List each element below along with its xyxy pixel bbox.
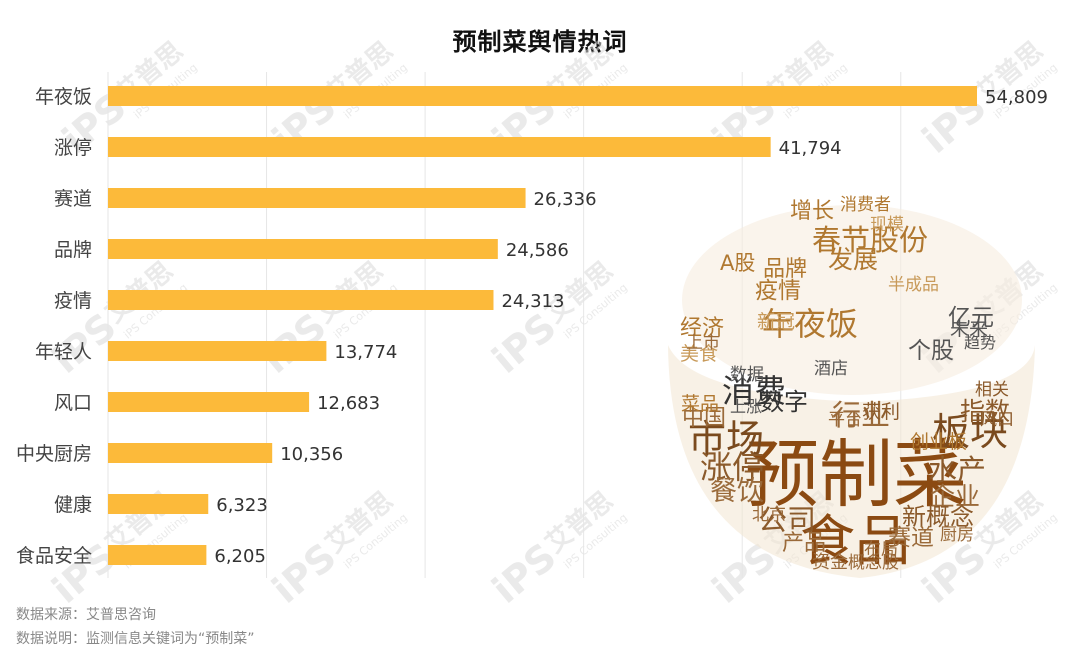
bar bbox=[108, 86, 977, 106]
category-label: 年轻人 bbox=[35, 341, 92, 363]
cloud-word: 获利 bbox=[862, 401, 900, 423]
cloud-word: 消费者 bbox=[840, 195, 891, 215]
value-label: 54,809 bbox=[985, 87, 1048, 108]
bar bbox=[108, 545, 207, 565]
category-label: 品牌 bbox=[54, 239, 92, 261]
chart-title: 预制菜舆情热词 bbox=[452, 28, 628, 56]
category-label: 中央厨房 bbox=[16, 443, 92, 465]
value-label: 13,774 bbox=[334, 342, 397, 363]
cloud-word: 新概念 bbox=[902, 503, 974, 531]
cloud-word: 疫情 bbox=[755, 278, 801, 304]
bar bbox=[108, 290, 494, 310]
bar bbox=[108, 239, 498, 259]
cloud-word: 北京 bbox=[752, 505, 786, 525]
value-label: 24,586 bbox=[506, 240, 569, 261]
cloud-word: 企业 bbox=[930, 482, 980, 511]
cloud-word: 美食 bbox=[680, 343, 718, 365]
cloud-word: 板块 bbox=[932, 410, 1008, 454]
cloud-word: 亿元 bbox=[948, 305, 994, 331]
cloud-word: 餐饮 bbox=[710, 476, 764, 507]
cloud-word: 创业板 bbox=[910, 431, 967, 453]
cloud-word: 上涨 bbox=[730, 397, 762, 416]
value-label: 10,356 bbox=[280, 444, 343, 465]
footer-note: 数据说明：监测信息关键词为“预制菜” bbox=[16, 631, 255, 647]
cloud-dome-shape bbox=[682, 205, 1022, 395]
cloud-word: A股 bbox=[720, 251, 755, 275]
cloud-word: 市场 bbox=[688, 417, 764, 461]
category-label: 年夜饭 bbox=[35, 86, 92, 108]
cloud-word: 个股 bbox=[908, 338, 954, 364]
cloud-word: 新冠 bbox=[757, 311, 795, 333]
cloud-word: 预制菜 bbox=[745, 432, 967, 518]
bar bbox=[108, 341, 327, 361]
cloud-word: 行业 bbox=[832, 398, 890, 432]
footer-source: 数据来源：艾普思咨询 bbox=[16, 607, 156, 623]
cloud-word: 相关 bbox=[975, 380, 1009, 400]
cloud-word: 水产 bbox=[928, 453, 986, 487]
value-label: 26,336 bbox=[534, 189, 597, 210]
bar bbox=[108, 443, 273, 463]
cloud-word: 指数 bbox=[960, 397, 1010, 426]
cloud-bowl-shape bbox=[668, 345, 1035, 578]
bar bbox=[108, 392, 310, 412]
cloud-word: 经济 bbox=[680, 316, 724, 341]
cloud-word: 菜品 bbox=[681, 393, 719, 415]
cloud-word: 数字 bbox=[760, 388, 808, 416]
value-label: 6,323 bbox=[216, 495, 268, 516]
category-label: 涨停 bbox=[54, 137, 92, 159]
cloud-word: 发展 bbox=[828, 245, 878, 274]
cloud-word: 品牌 bbox=[763, 257, 807, 282]
value-label: 12,683 bbox=[317, 393, 380, 414]
value-labels: 54,809 41,794 26,336 24,586 24,313 13,774 12,6… bbox=[214, 87, 1048, 567]
cloud-word: 趋势 bbox=[964, 333, 996, 352]
category-label: 疫情 bbox=[54, 290, 92, 312]
cloud-word: 上市 bbox=[686, 333, 720, 353]
category-label: 赛道 bbox=[54, 188, 92, 210]
value-label: 41,794 bbox=[779, 138, 842, 159]
cloud-word: 赛道 bbox=[888, 525, 934, 551]
bar bbox=[108, 137, 771, 157]
cloud-word: 公司 bbox=[758, 503, 816, 537]
cloud-word: 消费 bbox=[722, 372, 786, 410]
cloud-word: 概念股 bbox=[848, 552, 899, 573]
cloud-word: 增长 bbox=[790, 199, 834, 224]
cloud-word: 产品 bbox=[782, 531, 826, 556]
cloud-word: 食品 bbox=[800, 509, 910, 573]
category-label: 风口 bbox=[54, 392, 92, 414]
cloud-word: 年夜饭 bbox=[762, 305, 858, 343]
value-label: 24,313 bbox=[501, 291, 564, 312]
cloud-word: 现模 bbox=[870, 215, 904, 235]
cloud-word: 平台 bbox=[828, 410, 862, 430]
cloud-word: 厨房 bbox=[940, 525, 974, 545]
cloud-word: 酒店 bbox=[814, 359, 848, 379]
cloud-word: 风口 bbox=[980, 410, 1014, 430]
category-label: 食品安全 bbox=[16, 545, 92, 567]
category-label: 健康 bbox=[54, 494, 92, 516]
cloud-word: 涨停 bbox=[700, 448, 764, 486]
bars bbox=[108, 86, 977, 565]
cloud-word: 资金 bbox=[812, 552, 848, 573]
cloud-word: 未来 bbox=[950, 318, 988, 340]
cloud-word: 股份 bbox=[870, 223, 928, 257]
cloud-word: 半成品 bbox=[888, 275, 939, 295]
value-label: 6,205 bbox=[214, 546, 266, 567]
cloud-word: 中国 bbox=[682, 406, 726, 431]
cloud-word: 春节 bbox=[812, 223, 870, 257]
bar bbox=[108, 188, 526, 208]
bar bbox=[108, 494, 209, 514]
cloud-word: 布局 bbox=[864, 540, 898, 560]
cloud-word: 数据 bbox=[730, 365, 764, 385]
